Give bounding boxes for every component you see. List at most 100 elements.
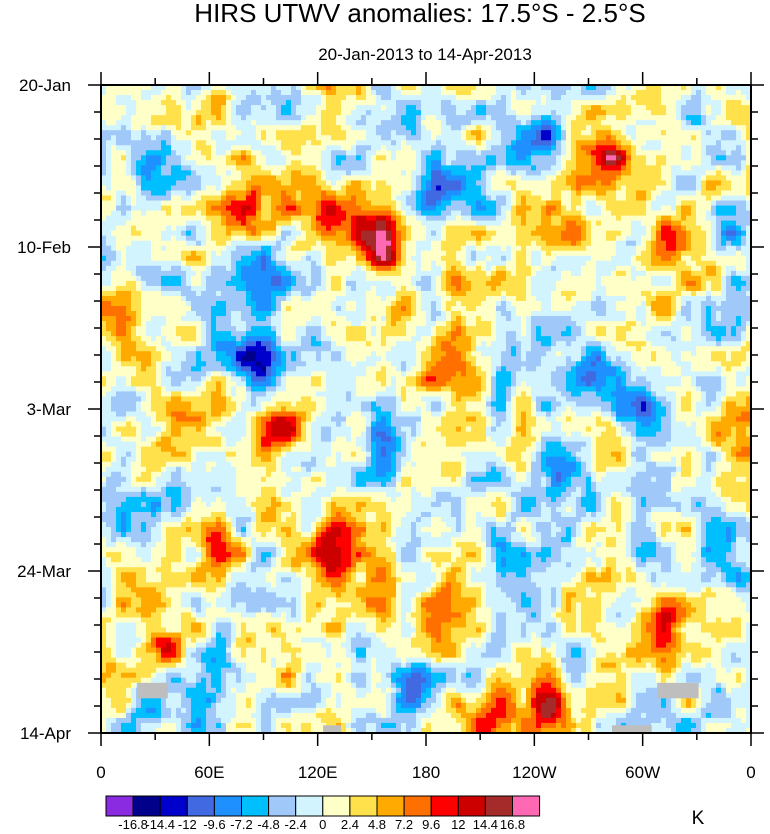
field-cell — [691, 180, 697, 186]
field-cell — [441, 201, 447, 207]
field-cell — [596, 180, 602, 186]
field-cell — [476, 246, 482, 252]
field-cell — [381, 261, 387, 267]
field-cell — [351, 135, 357, 141]
field-cell — [641, 170, 647, 176]
field-cell — [611, 231, 617, 237]
field-cell — [241, 95, 247, 101]
field-cell — [301, 125, 307, 131]
field-cell — [676, 145, 682, 151]
field-cell — [516, 155, 522, 161]
field-cell — [256, 165, 262, 171]
field-cell — [526, 196, 532, 202]
field-cell — [176, 120, 182, 126]
field-cell — [586, 231, 592, 237]
field-cell — [216, 140, 222, 146]
field-cell — [701, 266, 707, 272]
field-cell — [216, 120, 222, 126]
field-cell — [156, 165, 162, 171]
field-cell — [651, 206, 657, 212]
field-cell — [671, 165, 677, 171]
field-cell — [651, 246, 657, 252]
field-cell — [241, 231, 247, 237]
field-cell — [671, 100, 677, 106]
field-cell — [121, 221, 127, 227]
field-cell — [536, 180, 542, 186]
field-cell — [356, 90, 362, 96]
field-cell — [496, 105, 502, 111]
field-cell — [361, 266, 367, 272]
field-cell — [676, 140, 682, 146]
field-cell — [251, 256, 257, 262]
field-cell — [111, 196, 117, 202]
field-cell — [316, 135, 322, 141]
field-cell — [401, 110, 407, 116]
field-cell — [281, 251, 287, 257]
field-cell — [451, 115, 457, 121]
field-cell — [451, 135, 457, 141]
field-cell — [356, 175, 362, 181]
field-cell — [481, 100, 487, 106]
field-cell — [406, 216, 412, 222]
field-cell — [421, 170, 427, 176]
field-cell — [331, 160, 337, 166]
field-cell — [506, 185, 512, 191]
field-cell — [661, 105, 667, 111]
field-cell — [356, 216, 362, 222]
field-cell — [331, 231, 337, 237]
field-cell — [566, 246, 572, 252]
field-cell — [526, 130, 532, 136]
field-cell — [266, 256, 272, 262]
field-cell — [251, 110, 257, 116]
field-cell — [121, 95, 127, 101]
field-cell — [321, 100, 327, 106]
field-cell — [156, 261, 162, 267]
field-cell — [561, 236, 567, 242]
field-cell — [326, 130, 332, 136]
field-cell — [106, 145, 112, 151]
field-cell — [311, 170, 317, 176]
field-cell — [241, 211, 247, 217]
field-cell — [706, 150, 712, 156]
field-cell — [376, 110, 382, 116]
field-cell — [381, 226, 387, 232]
field-cell — [326, 241, 332, 247]
field-cell — [156, 135, 162, 141]
field-cell — [171, 276, 177, 282]
field-cell — [421, 216, 427, 222]
field-cell — [496, 266, 502, 272]
field-cell — [581, 115, 587, 121]
field-cell — [561, 211, 567, 217]
field-cell — [531, 201, 537, 207]
field-cell — [216, 135, 222, 141]
field-cell — [356, 130, 362, 136]
field-cell — [636, 266, 642, 272]
field-cell — [516, 251, 522, 257]
field-cell — [471, 231, 477, 237]
field-cell — [501, 95, 507, 101]
field-cell — [111, 135, 117, 141]
field-cell — [221, 246, 227, 252]
field-cell — [636, 100, 642, 106]
field-cell — [416, 211, 422, 217]
field-cell — [301, 145, 307, 151]
field-cell — [136, 120, 142, 126]
field-cell — [511, 211, 517, 217]
field-cell — [661, 236, 667, 242]
field-cell — [336, 130, 342, 136]
field-cell — [516, 236, 522, 242]
field-cell — [201, 130, 207, 136]
field-cell — [131, 140, 137, 146]
field-cell — [401, 145, 407, 151]
field-cell — [681, 261, 687, 267]
field-cell — [326, 165, 332, 171]
field-cell — [406, 130, 412, 136]
field-cell — [221, 276, 227, 282]
field-cell — [586, 105, 592, 111]
field-cell — [341, 211, 347, 217]
field-cell — [416, 155, 422, 161]
field-cell — [396, 246, 402, 252]
field-cell — [151, 95, 157, 101]
field-cell — [646, 226, 652, 232]
field-cell — [621, 150, 627, 156]
